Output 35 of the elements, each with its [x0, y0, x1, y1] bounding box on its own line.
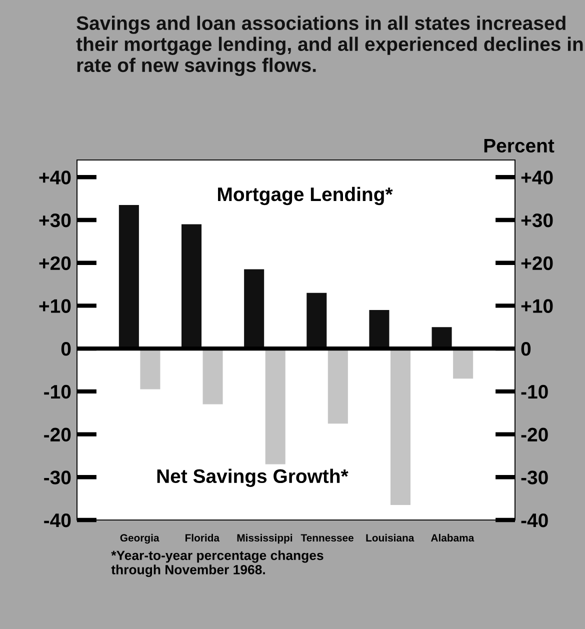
x-tick-label: Georgia: [120, 534, 160, 544]
y-tick-label: +10: [39, 299, 71, 313]
y2-tick-label: +40: [521, 170, 553, 184]
text: *Year-to-year percentage changes through November 1968.: [111, 550, 324, 577]
chart-title: Savings and loan associations in all states increased their mortgage lending, and all experienced declines in rate of new savings flows.: [76, 16, 583, 76]
y2-tick-label: -30: [521, 470, 548, 484]
y2-tick-label: -10: [521, 384, 548, 399]
y-tick-label: -20: [44, 428, 71, 442]
y2-axis-title: Percent: [484, 138, 554, 153]
y2-tick-label: -40: [521, 513, 548, 528]
y2-tick-label: +30: [521, 213, 553, 228]
series-label: Mortgage Lending*: [218, 186, 393, 206]
y-tick-label: +20: [39, 256, 71, 270]
y-tick-label: -40: [44, 513, 71, 528]
bar: [140, 348, 160, 390]
y-tick-label: +30: [39, 213, 71, 228]
y2-tick-label: +10: [521, 299, 553, 313]
y2-tick-label: +20: [521, 256, 553, 270]
y-tick-label: -30: [44, 470, 71, 484]
bar: [265, 348, 286, 464]
y2-tick-label: 0: [521, 342, 531, 356]
bar: [453, 348, 474, 379]
y-tick-label: +40: [39, 170, 71, 184]
series-label: Net Savings Growth*: [157, 468, 348, 487]
bar: [328, 348, 348, 424]
x-tick-label: Louisiana: [366, 534, 414, 542]
y-tick-label: 0: [61, 342, 71, 356]
y-tick-label: -10: [44, 384, 71, 399]
x-tick-label: Mississippi: [237, 534, 292, 544]
y2-tick-label: -20: [521, 428, 548, 442]
bar: [390, 348, 411, 505]
bar: [202, 348, 223, 404]
x-tick-label: Alabama: [430, 534, 474, 542]
x-tick-label: Florida: [185, 534, 220, 542]
x-tick-label: Tennessee: [300, 534, 354, 542]
